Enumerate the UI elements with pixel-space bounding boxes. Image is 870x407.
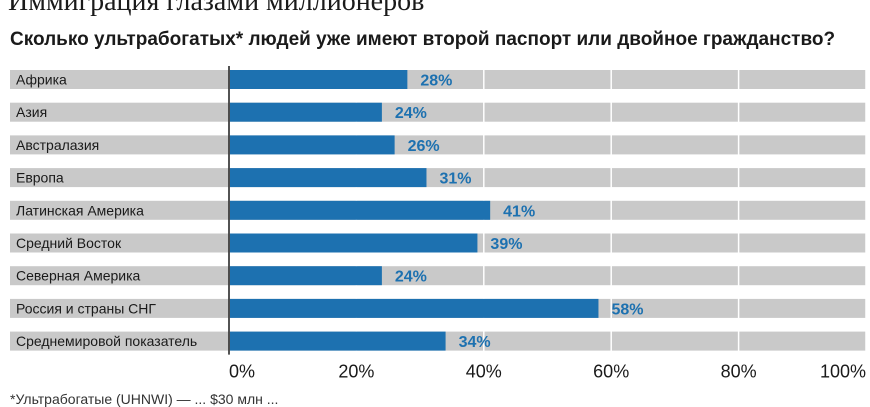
bar (230, 266, 382, 286)
category-label: Азия (16, 104, 47, 120)
bar (230, 102, 382, 122)
bar-value-label: 24% (395, 105, 427, 122)
category-label: Африка (16, 72, 67, 88)
bar-value-label: 39% (490, 236, 522, 253)
x-tick-label: 80% (721, 362, 757, 382)
bar-track (10, 70, 866, 89)
chart-subtitle: Сколько ультрабогатых* людей уже имеют в… (10, 29, 836, 50)
x-tick-label: 100% (820, 362, 866, 382)
bar-chart: Африка Азия Австралазия Европа Латинская Аме… (10, 66, 867, 382)
bar (230, 200, 491, 220)
bar-value-label: 31% (439, 171, 471, 188)
bar (230, 233, 478, 253)
bar-value-label: 34% (459, 334, 491, 351)
footnote: *Ультрабогатые (UHNWI) — ... $30 млн ... (10, 391, 279, 407)
bar (230, 298, 599, 318)
bar-value-label: 24% (395, 269, 427, 286)
x-tick-label: 0% (229, 362, 255, 382)
bar-value-label: 28% (420, 73, 452, 90)
x-tick-label: 20% (338, 362, 374, 382)
x-tick-label: 60% (593, 362, 629, 382)
bar-track (10, 168, 866, 188)
bar (230, 168, 427, 188)
category-label: Северная Америка (16, 268, 141, 284)
bar-value-label: 26% (408, 138, 440, 155)
x-tick-label: 40% (466, 362, 502, 382)
bar-track (10, 135, 866, 155)
bar-value-label: 58% (611, 301, 643, 318)
category-label: Средний Восток (16, 235, 122, 251)
bar-track (10, 266, 866, 286)
bar-track (10, 102, 866, 122)
category-label: Европа (16, 170, 64, 186)
bar (230, 331, 446, 351)
category-label: Среднемировой показатель (16, 333, 197, 349)
bar-value-label: 41% (503, 203, 535, 220)
chart-title: Иммиграция глазами миллионеров (8, 0, 425, 17)
bar (230, 135, 395, 155)
category-label: Австралазия (16, 137, 99, 153)
bar (230, 70, 408, 89)
category-label: Латинская Америка (16, 202, 144, 218)
category-label: Россия и страны СНГ (16, 300, 156, 316)
